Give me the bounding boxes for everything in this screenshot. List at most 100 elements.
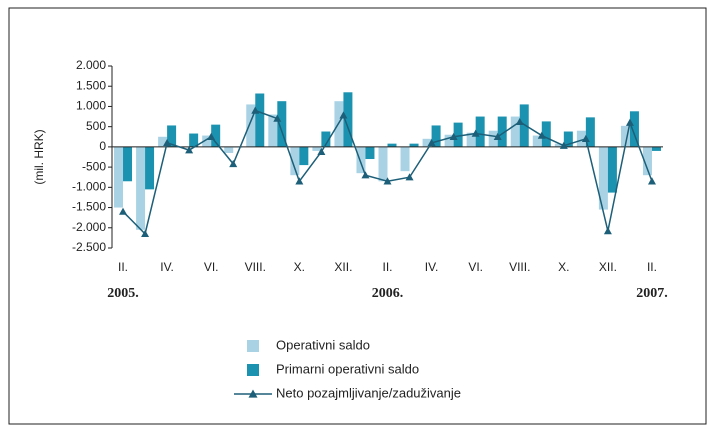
bar xyxy=(189,133,199,147)
bar xyxy=(167,125,177,147)
line-marker xyxy=(339,111,348,119)
bar xyxy=(585,117,595,147)
bar xyxy=(246,104,256,147)
bar xyxy=(136,146,146,230)
bar xyxy=(510,116,520,147)
bar xyxy=(598,146,608,210)
bar xyxy=(158,136,168,147)
line-marker xyxy=(317,147,326,155)
line-marker xyxy=(515,117,524,126)
line-marker xyxy=(119,207,128,215)
x-tick-label: VI. xyxy=(468,260,483,274)
bar xyxy=(620,125,630,147)
line-marker xyxy=(295,177,304,185)
y-axis-label: (mil. HRK) xyxy=(32,129,46,184)
bar xyxy=(453,122,463,147)
y-tick-label: 0 xyxy=(99,139,106,153)
y-tick-label: 2.000 xyxy=(76,58,106,72)
bar xyxy=(343,92,353,147)
year-label: 2005. xyxy=(107,286,139,301)
x-tick-label: IV. xyxy=(160,260,174,274)
y-tick-label: -1.500 xyxy=(72,200,106,214)
bar xyxy=(224,146,234,153)
bar xyxy=(268,114,278,147)
bar xyxy=(444,134,454,147)
line-marker xyxy=(559,141,568,149)
bar xyxy=(290,146,300,176)
bar xyxy=(497,116,507,147)
bar xyxy=(629,111,639,147)
bar xyxy=(123,146,133,182)
bar xyxy=(651,146,661,151)
bar xyxy=(400,146,410,172)
legend-label: Neto pozajmljivanje/zaduživanje xyxy=(276,385,461,400)
line-marker xyxy=(405,173,414,181)
bar xyxy=(541,121,551,147)
bar xyxy=(255,93,265,147)
legend-label: Operativni saldo xyxy=(276,337,370,352)
bar xyxy=(312,146,322,151)
line-marker xyxy=(185,146,194,154)
bar xyxy=(466,132,476,147)
y-tick-label: 1.500 xyxy=(76,78,106,92)
bar xyxy=(519,104,529,147)
x-tick-label: II. xyxy=(382,260,392,274)
bar xyxy=(202,135,212,147)
bar xyxy=(488,130,498,147)
bar xyxy=(422,138,432,147)
bar xyxy=(387,143,397,147)
bar xyxy=(114,146,124,208)
legend-marker xyxy=(248,389,258,398)
bar xyxy=(321,131,331,147)
y-tick-label: -1.000 xyxy=(72,180,106,194)
bar xyxy=(211,124,221,147)
legend-label: Primarni operativni saldo xyxy=(276,361,419,376)
frame xyxy=(8,7,707,425)
line-marker xyxy=(581,134,590,142)
line-marker xyxy=(163,138,172,147)
x-tick-label: VI. xyxy=(204,260,219,274)
bar xyxy=(299,146,309,166)
legend-swatch xyxy=(247,340,259,352)
x-tick-label: XII. xyxy=(599,260,617,274)
bar xyxy=(576,130,586,147)
line-marker xyxy=(361,171,370,179)
bar xyxy=(532,135,542,147)
bar xyxy=(563,131,573,147)
line-marker xyxy=(493,132,502,140)
line-marker xyxy=(207,132,216,140)
x-tick-label: X. xyxy=(294,260,305,274)
year-label: 2007. xyxy=(636,286,668,301)
x-tick-label: II. xyxy=(118,260,128,274)
bar xyxy=(365,146,375,160)
x-tick-label: XII. xyxy=(334,260,352,274)
legend-swatch xyxy=(247,364,259,376)
y-tick-label: 500 xyxy=(86,119,106,133)
bar xyxy=(277,101,287,147)
bar xyxy=(642,146,652,176)
y-tick-label: 1.000 xyxy=(76,99,106,113)
bar xyxy=(145,146,155,190)
year-label: 2006. xyxy=(372,286,404,301)
line-marker xyxy=(251,106,260,114)
bar xyxy=(554,143,564,147)
x-tick-label: VIII. xyxy=(509,260,530,274)
line-marker xyxy=(537,131,546,139)
line-marker xyxy=(383,177,392,185)
x-tick-label: II. xyxy=(647,260,657,274)
line-marker xyxy=(229,159,238,168)
bar xyxy=(431,125,441,147)
line-marker xyxy=(603,227,612,235)
bar xyxy=(378,146,388,182)
line-marker xyxy=(141,229,150,238)
line-marker xyxy=(471,129,480,137)
bar xyxy=(607,146,617,193)
x-tick-label: X. xyxy=(558,260,569,274)
bar xyxy=(356,146,366,174)
bar xyxy=(409,143,419,147)
bar xyxy=(475,116,485,147)
y-tick-label: -2.000 xyxy=(72,220,106,234)
line-marker xyxy=(625,118,634,126)
